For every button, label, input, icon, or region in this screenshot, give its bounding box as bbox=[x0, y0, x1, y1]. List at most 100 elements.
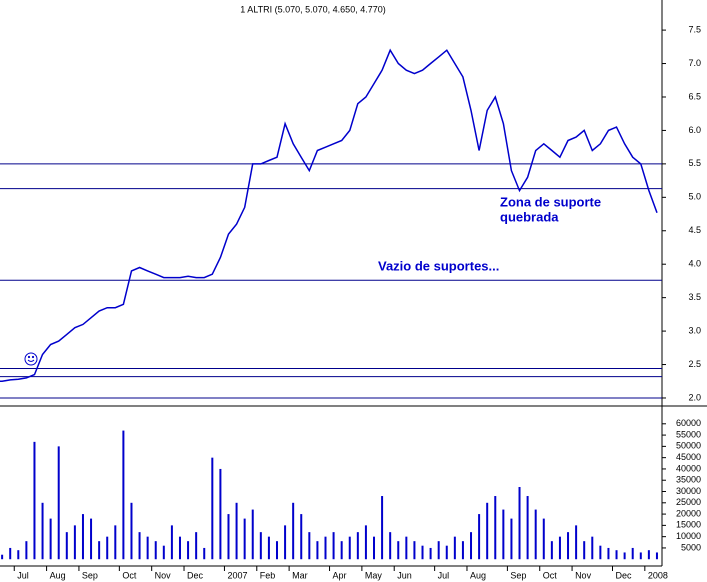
volume-bar bbox=[316, 541, 319, 560]
volume-bar bbox=[615, 550, 618, 560]
volume-bar bbox=[639, 552, 642, 560]
volume-bar bbox=[510, 518, 513, 560]
y-tick-label: 5.5 bbox=[688, 158, 701, 168]
volume-bar bbox=[453, 536, 456, 560]
volume-bar bbox=[33, 441, 36, 560]
volume-bar bbox=[49, 518, 52, 560]
volume-bar bbox=[567, 532, 570, 560]
volume-bar bbox=[1, 554, 4, 560]
smiley bbox=[24, 352, 38, 366]
x-tick-label: Mar bbox=[292, 570, 308, 580]
volume-bar bbox=[162, 545, 165, 560]
x-tick-label: Aug bbox=[470, 570, 486, 580]
volume-bar bbox=[65, 532, 68, 560]
volume-bar bbox=[259, 532, 262, 560]
volume-bar bbox=[73, 525, 76, 560]
x-tick-label: Nov bbox=[575, 570, 592, 580]
volume-bar bbox=[219, 468, 222, 560]
volume-bar bbox=[607, 547, 610, 560]
volume-bar bbox=[324, 536, 327, 560]
y-tick-label: 60000 bbox=[676, 418, 701, 428]
volume-bar bbox=[389, 532, 392, 560]
volume-bar bbox=[114, 525, 117, 560]
x-tick-label: Jul bbox=[17, 570, 29, 580]
volume-bar bbox=[178, 536, 181, 560]
volume-bar bbox=[429, 547, 432, 560]
annotation: Zona de suporte bbox=[500, 194, 601, 209]
volume-bar bbox=[583, 541, 586, 560]
volume-bar bbox=[25, 541, 28, 560]
volume-bar bbox=[122, 430, 125, 560]
volume-bar bbox=[494, 496, 497, 560]
x-tick-label: 2007 bbox=[227, 570, 247, 580]
volume-bar bbox=[599, 545, 602, 560]
x-tick-label: Oct bbox=[543, 570, 558, 580]
volume-bar bbox=[41, 502, 44, 560]
volume-bar bbox=[397, 541, 400, 560]
volume-bar bbox=[292, 502, 295, 560]
volume-bar bbox=[98, 541, 101, 560]
y-tick-label: 55000 bbox=[676, 429, 701, 439]
x-tick-label: Apr bbox=[333, 570, 347, 580]
y-tick-label: 25000 bbox=[676, 497, 701, 507]
volume-bar bbox=[275, 541, 278, 560]
y-tick-label: 30000 bbox=[676, 486, 701, 496]
x-tick-label: Aug bbox=[50, 570, 66, 580]
volume-bar bbox=[203, 547, 206, 560]
volume-bar bbox=[655, 552, 658, 560]
volume-bar bbox=[558, 536, 561, 560]
y-tick-label: 20000 bbox=[676, 508, 701, 518]
y-tick-label: 6.0 bbox=[688, 125, 701, 135]
annotation: quebrada bbox=[500, 209, 559, 224]
y-tick-label: 35000 bbox=[676, 475, 701, 485]
volume-bar bbox=[373, 536, 376, 560]
volume-bar bbox=[308, 532, 311, 560]
x-tick-label: Dec bbox=[187, 570, 204, 580]
x-tick-label: Jun bbox=[397, 570, 412, 580]
volume-bar bbox=[211, 457, 214, 560]
volume-bar bbox=[647, 550, 650, 560]
x-tick-label: May bbox=[365, 570, 383, 580]
volume-bar bbox=[243, 518, 246, 560]
x-tick-label: Jul bbox=[438, 570, 450, 580]
volume-bar bbox=[332, 532, 335, 560]
volume-bar bbox=[235, 502, 238, 560]
volume-bar bbox=[170, 525, 173, 560]
volume-bar bbox=[348, 536, 351, 560]
volume-bar bbox=[81, 514, 84, 560]
volume-bar bbox=[526, 496, 529, 560]
y-tick-label: 7.0 bbox=[688, 58, 701, 68]
volume-bar bbox=[284, 525, 287, 560]
volume-bar bbox=[445, 545, 448, 560]
volume-bar bbox=[534, 509, 537, 560]
volume-bar bbox=[130, 502, 133, 560]
x-tick-label: Nov bbox=[155, 570, 172, 580]
volume-bar bbox=[591, 536, 594, 560]
y-tick-label: 7.5 bbox=[688, 24, 701, 34]
volume-bar bbox=[356, 532, 359, 560]
volume-bar bbox=[470, 532, 473, 560]
volume-bar bbox=[154, 541, 157, 560]
x-tick-label: Dec bbox=[615, 570, 632, 580]
volume-bar bbox=[340, 541, 343, 560]
volume-bar bbox=[486, 502, 489, 560]
volume-bar bbox=[550, 541, 553, 560]
volume-bar bbox=[106, 536, 109, 560]
volume-bar bbox=[187, 541, 190, 560]
x-tick-label: 2008 bbox=[648, 570, 668, 580]
volume-bar bbox=[9, 547, 12, 560]
volume-bar bbox=[623, 552, 626, 560]
y-tick-label: 4.5 bbox=[688, 225, 701, 235]
y-tick-label: 2.5 bbox=[688, 359, 701, 369]
y-tick-label: 2.0 bbox=[688, 392, 701, 402]
volume-bar bbox=[138, 532, 141, 560]
volume-bar bbox=[90, 518, 93, 560]
y-tick-label: 5.0 bbox=[688, 192, 701, 202]
y-tick-label: 5000 bbox=[681, 542, 701, 552]
volume-bar bbox=[478, 514, 481, 560]
volume-bar bbox=[631, 547, 634, 560]
price-line bbox=[0, 48, 658, 383]
y-tick-label: 3.0 bbox=[688, 325, 701, 335]
y-tick-label: 3.5 bbox=[688, 292, 701, 302]
